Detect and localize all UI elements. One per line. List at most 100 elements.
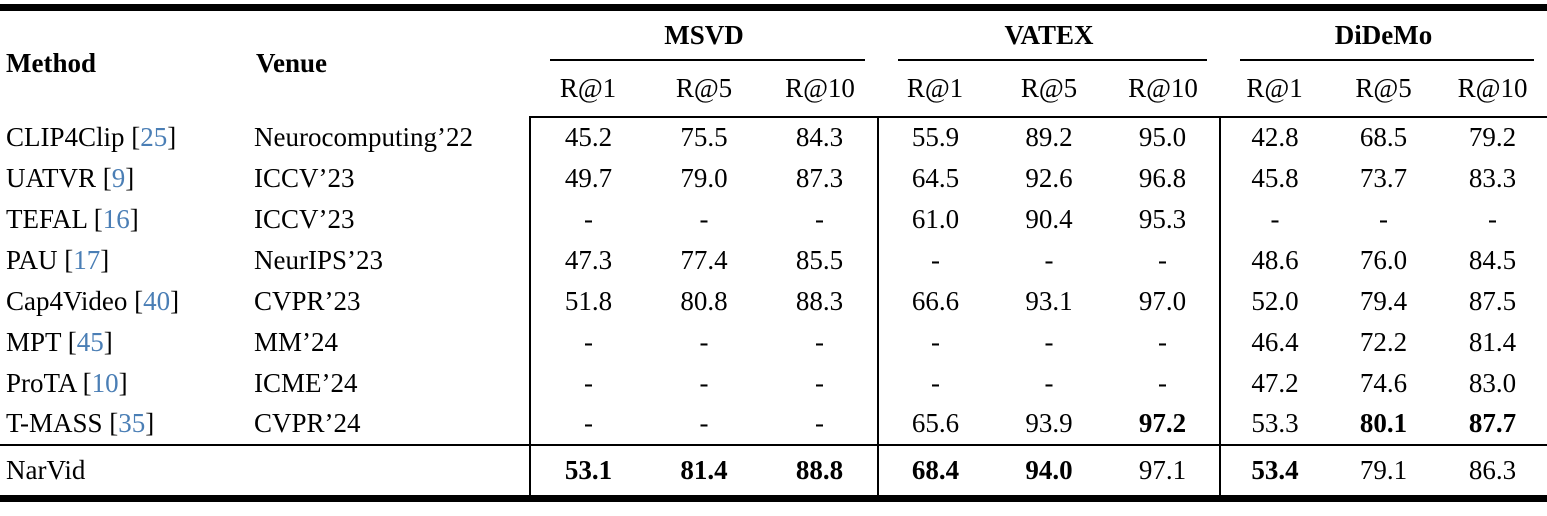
method-name: TEFAL xyxy=(6,203,87,234)
cell-msvd-r5: 81.4 xyxy=(680,454,728,485)
venue-cell: ICCV’23 xyxy=(254,162,355,193)
cell-msvd-r10: 88.8 xyxy=(795,454,844,485)
cell-msvd-r1: - xyxy=(529,321,646,363)
cell-msvd-r10: 84.3 xyxy=(795,122,844,152)
venue-cell: Neurocomputing’22 xyxy=(254,121,473,152)
cell-msvd-r10: - xyxy=(815,203,824,234)
cell-vatex-r10: 97.0 xyxy=(1138,285,1187,316)
cell-vatex-r1: 65.6 xyxy=(877,403,992,445)
column-header-method: Method xyxy=(6,48,96,79)
cell-didemo-r10: 83.3 xyxy=(1468,162,1517,193)
group-underline-rule xyxy=(898,58,1208,61)
cell-msvd-r5: 75.5 xyxy=(680,122,728,152)
column-header-venue: Venue xyxy=(256,48,328,79)
cell-vatex-r1: - xyxy=(877,362,992,404)
cell-vatex-r5: - xyxy=(1044,244,1054,275)
metric-header-msvd-r5: R@5 xyxy=(646,60,762,118)
cell-didemo-r1: 47.2 xyxy=(1219,362,1330,404)
cell-msvd-r5: 77.4 xyxy=(680,244,728,275)
metric-header-didemo-r1: R@1 xyxy=(1220,60,1330,118)
citation-link[interactable]: 16 xyxy=(102,203,130,234)
cell-didemo-r5: 79.1 xyxy=(1359,454,1408,485)
method-cell: PAU [17] xyxy=(6,244,110,275)
cell-vatex-r5: 94.0 xyxy=(1025,454,1073,485)
metric-header-didemo-r5: R@5 xyxy=(1329,60,1439,118)
cell-vatex-r10: 95.0 xyxy=(1138,122,1187,152)
cell-vatex-r10: - xyxy=(1158,367,1167,398)
table-row: T-MASS [35] CVPR’24 - - - 65.6 93.9 97.2 53.3 80.… xyxy=(0,403,1547,445)
group-underline-rule xyxy=(1240,58,1535,61)
cell-vatex-r10: 97.1 xyxy=(1138,454,1187,485)
cell-msvd-r1: 45.2 xyxy=(529,116,646,158)
cell-msvd-r10: - xyxy=(815,367,824,398)
venue-cell xyxy=(250,445,530,499)
cell-didemo-r1: 48.6 xyxy=(1219,239,1330,281)
group-header-didemo: DiDeMo xyxy=(1220,8,1547,61)
table-header: Method Venue MSVD VATEX DiDeMo R@1 R@5 xyxy=(0,8,1547,118)
table-row: TEFAL [16] ICCV’23 - - - 61.0 90.4 95.3 - - - xyxy=(0,198,1547,240)
table-row-narvid: NarVid 53.1 81.4 88.8 68.4 94.0 97.1 53.4 79.1 86… xyxy=(0,444,1547,499)
method-cell: ProTA [10] xyxy=(6,367,128,398)
citation-link[interactable]: 45 xyxy=(76,326,104,357)
group-label-didemo: DiDeMo xyxy=(1334,20,1433,51)
method-name: T-MASS xyxy=(6,408,103,438)
results-table: Method Venue MSVD VATEX DiDeMo R@1 R@5 xyxy=(0,4,1547,502)
method-cell: TEFAL [16] xyxy=(6,203,139,234)
group-label-msvd: MSVD xyxy=(664,20,744,51)
cell-vatex-r5: 89.2 xyxy=(1025,122,1073,152)
cell-vatex-r1: 64.5 xyxy=(877,157,992,199)
cell-msvd-r5: - xyxy=(699,203,709,234)
cell-msvd-r5: - xyxy=(699,408,709,438)
cell-didemo-r1: - xyxy=(1219,198,1330,240)
venue-cell: NeurIPS’23 xyxy=(254,244,383,275)
venue-cell: MM’24 xyxy=(254,326,339,357)
metric-header-didemo-r10: R@10 xyxy=(1438,60,1547,118)
cell-msvd-r10: 88.3 xyxy=(795,285,844,316)
cell-msvd-r1: - xyxy=(529,362,646,404)
cell-vatex-r5: 93.1 xyxy=(1025,285,1073,316)
cell-didemo-r10: 79.2 xyxy=(1468,122,1517,152)
cell-didemo-r5: - xyxy=(1379,203,1389,234)
method-cell: CLIP4Clip [25] xyxy=(6,121,177,152)
cell-vatex-r10: - xyxy=(1158,244,1167,275)
cell-vatex-r1: 55.9 xyxy=(877,116,992,158)
cell-msvd-r5: - xyxy=(699,367,709,398)
cell-vatex-r5: 92.6 xyxy=(1025,162,1073,193)
group-underline-rule xyxy=(550,58,865,61)
cell-didemo-r1: 45.8 xyxy=(1219,157,1330,199)
cell-didemo-r1: 42.8 xyxy=(1219,116,1330,158)
citation-link[interactable]: 9 xyxy=(111,162,126,193)
cell-msvd-r1: - xyxy=(529,403,646,445)
citation-link[interactable]: 35 xyxy=(118,408,146,438)
method-name: UATVR xyxy=(6,162,97,193)
table-row: CLIP4Clip [25] Neurocomputing’22 45.2 75.5 8… xyxy=(0,116,1547,158)
cell-didemo-r10: 83.0 xyxy=(1468,367,1517,398)
method-cell: NarVid xyxy=(0,445,250,499)
method-name: MPT xyxy=(6,326,62,357)
cell-vatex-r5: - xyxy=(1044,326,1054,357)
cell-didemo-r1: 53.4 xyxy=(1219,444,1330,499)
cell-vatex-r1: 61.0 xyxy=(877,198,992,240)
method-name: CLIP4Clip xyxy=(6,121,125,152)
cell-didemo-r10: 81.4 xyxy=(1468,326,1517,357)
cell-msvd-r10: - xyxy=(815,408,824,438)
cell-msvd-r10: 85.5 xyxy=(795,244,844,275)
cell-msvd-r5: 80.8 xyxy=(680,285,728,316)
citation-link[interactable]: 17 xyxy=(73,244,101,275)
cell-vatex-r10: 95.3 xyxy=(1138,203,1187,234)
cell-msvd-r1: 47.3 xyxy=(529,239,646,281)
method-cell: MPT [45] xyxy=(6,326,113,357)
cell-msvd-r10: 87.3 xyxy=(795,162,844,193)
cell-msvd-r5: 79.0 xyxy=(680,162,728,193)
citation-link[interactable]: 25 xyxy=(140,121,168,152)
cell-msvd-r5: - xyxy=(699,326,709,357)
citation-link[interactable]: 10 xyxy=(91,367,119,398)
cell-didemo-r5: 74.6 xyxy=(1359,367,1408,398)
table-row: MPT [45] MM’24 - - - - - - 46.4 72.2 81.4 xyxy=(0,321,1547,363)
metric-header-vatex-r1: R@1 xyxy=(878,60,992,118)
cell-vatex-r1: - xyxy=(877,321,992,363)
metric-header-vatex-r5: R@5 xyxy=(992,60,1106,118)
citation-link[interactable]: 40 xyxy=(143,285,171,316)
cell-didemo-r5: 79.4 xyxy=(1359,285,1408,316)
